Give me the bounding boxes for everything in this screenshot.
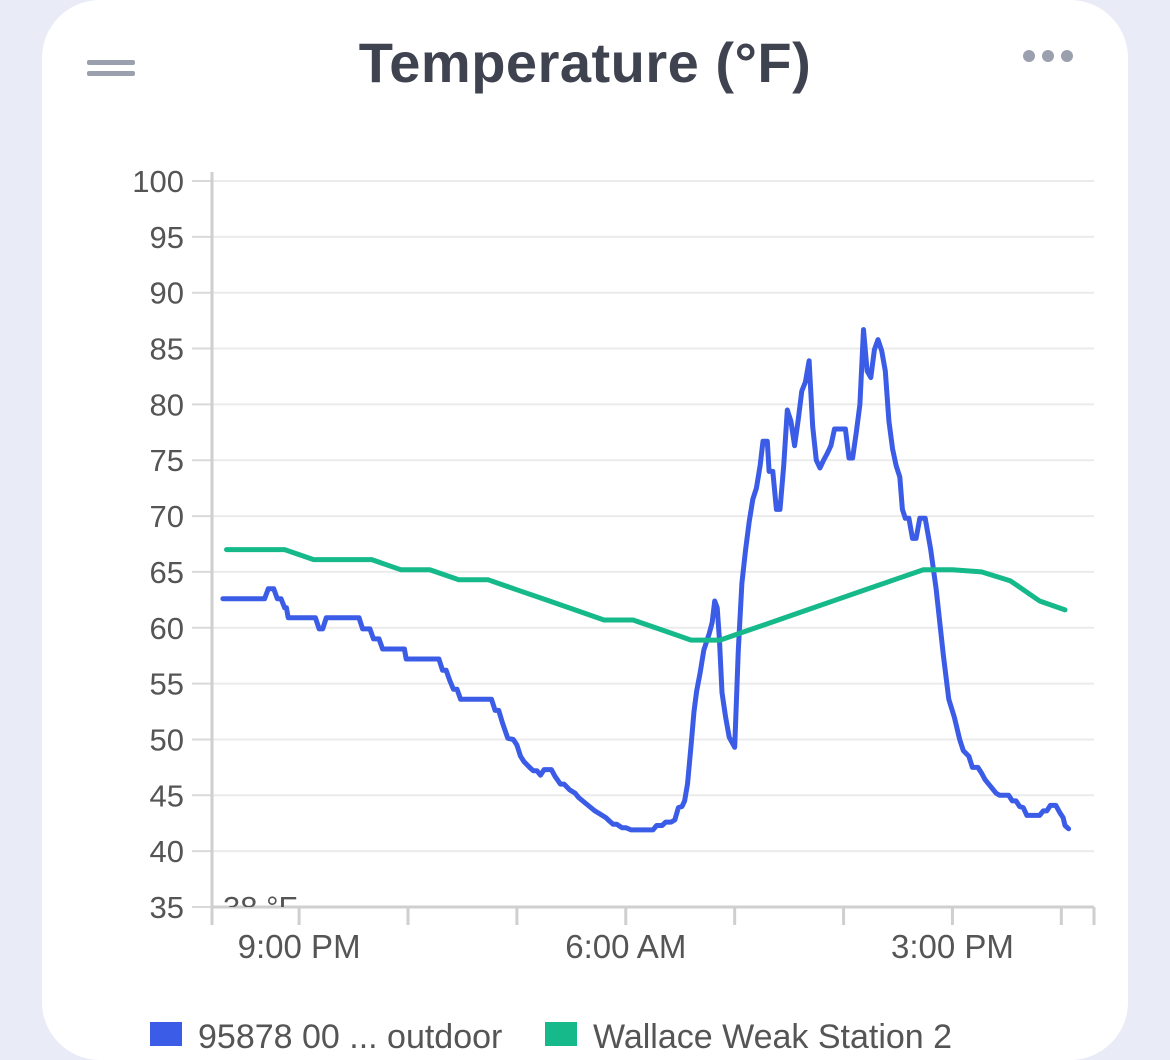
current-value-annotation: 38 °F — [223, 890, 297, 925]
y-tick-label-90: 90 — [150, 276, 184, 311]
temperature-chart: 100 95 90 85 80 75 70 65 60 55 50 45 40 35 9:00 PM 6:00… — [132, 164, 1096, 965]
y-tick-label-50: 50 — [150, 722, 184, 757]
y-tick-label-75: 75 — [150, 443, 184, 478]
card-title: Temperature (°F) — [358, 31, 812, 94]
y-tick-label-70: 70 — [150, 499, 184, 534]
y-tick-label-100: 100 — [132, 164, 184, 199]
series-line-1 — [224, 547, 1068, 643]
y-tick-label-45: 45 — [150, 778, 184, 813]
y-tick-label-35: 35 — [150, 890, 184, 925]
legend-swatch-outdoor — [150, 1022, 182, 1046]
series-line-0 — [220, 327, 1072, 833]
y-tick-label-85: 85 — [150, 332, 184, 367]
chart-card — [42, 0, 1128, 1060]
y-tick-label-55: 55 — [150, 667, 184, 702]
y-tick-label-65: 65 — [150, 555, 184, 590]
y-tick-label-60: 60 — [150, 611, 184, 646]
y-tick-label-95: 95 — [150, 220, 184, 255]
x-tick-label-1: 6:00 AM — [565, 928, 686, 965]
x-tick-label-0: 9:00 PM — [238, 928, 361, 965]
y-tick-label-40: 40 — [150, 834, 184, 869]
legend: 95878 00 ... outdoor Wallace Weak Statio… — [150, 1018, 1130, 1056]
legend-label-weather-station: Wallace Weak Station 2 — [593, 1018, 953, 1056]
legend-swatch-weather-station — [545, 1022, 577, 1046]
x-tick-label-2: 3:00 PM — [891, 928, 1014, 965]
more-options-icon[interactable] — [1016, 42, 1086, 70]
y-tick-label-80: 80 — [150, 387, 184, 422]
legend-label-outdoor: 95878 00 ... outdoor — [198, 1018, 503, 1056]
drag-handle-icon[interactable] — [87, 58, 135, 78]
